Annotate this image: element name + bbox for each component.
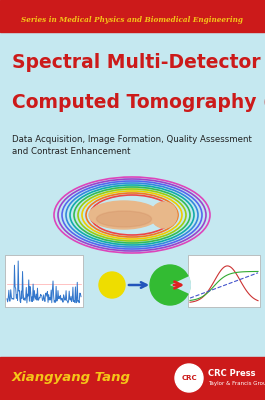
Circle shape [99,272,125,298]
Text: CRC Press: CRC Press [208,370,255,378]
Text: Xiangyang Tang: Xiangyang Tang [12,372,131,384]
Bar [188,255,260,307]
Text: Series in Medical Physics and Biomedical Engineering: Series in Medical Physics and Biomedical… [21,16,243,24]
Ellipse shape [89,201,159,229]
Wedge shape [170,276,191,294]
Circle shape [151,202,177,228]
Ellipse shape [96,211,152,227]
Bar [0,357,265,400]
Circle shape [150,265,190,305]
Bar [5,255,83,307]
Text: Data Acquisition, Image Formation, Quality Assessment
and Contrast Enhancement: Data Acquisition, Image Formation, Quali… [12,135,252,156]
Bar [0,0,265,32]
Text: Taylor & Francis Group: Taylor & Francis Group [208,380,265,386]
Text: Computed Tomography (sMDCT): Computed Tomography (sMDCT) [12,93,265,112]
Circle shape [175,364,203,392]
Text: CRC: CRC [181,375,197,381]
Text: Spectral Multi-Detector: Spectral Multi-Detector [12,53,260,72]
